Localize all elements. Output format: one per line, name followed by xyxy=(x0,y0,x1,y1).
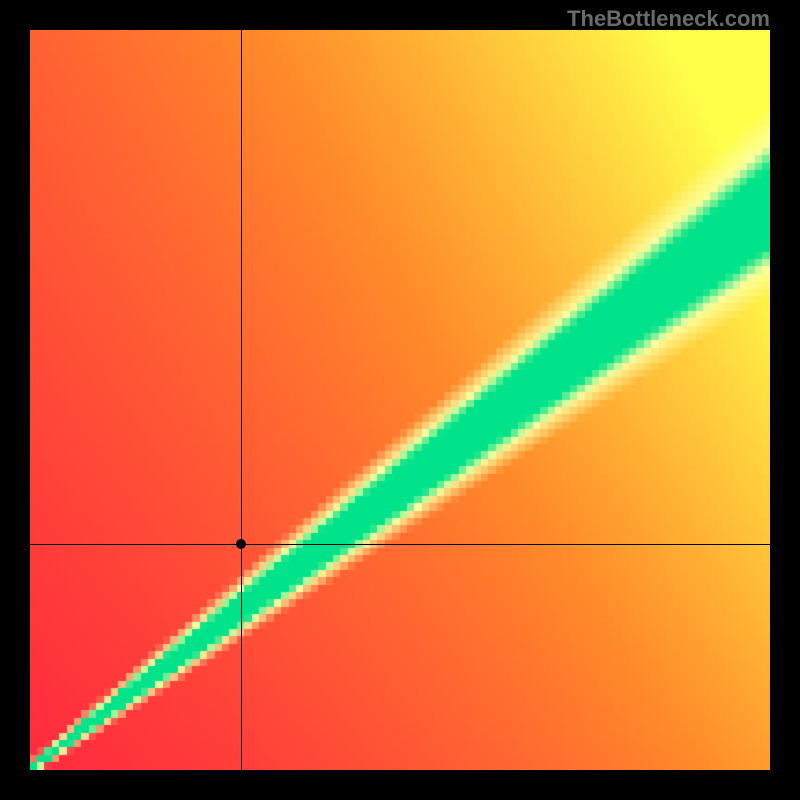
chart-container: TheBottleneck.com xyxy=(0,0,800,800)
heatmap-plot xyxy=(30,30,770,770)
crosshair-vertical xyxy=(241,30,242,770)
crosshair-marker xyxy=(236,539,246,549)
crosshair-horizontal xyxy=(30,544,770,545)
watermark-text: TheBottleneck.com xyxy=(567,6,770,32)
